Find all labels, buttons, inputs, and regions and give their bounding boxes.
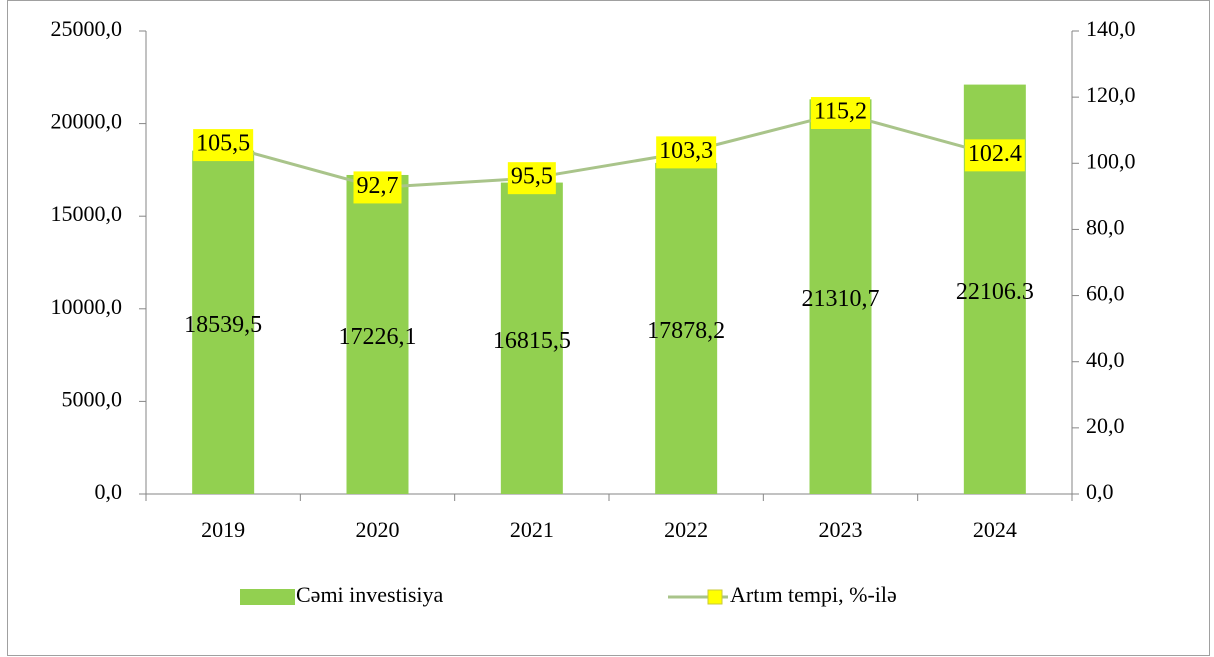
line-value-label: 95,5	[511, 164, 553, 190]
line-value-label: 115,2	[814, 99, 867, 125]
data-label-background	[507, 162, 556, 195]
legend-label: Artım tempi, %-ilə	[730, 582, 897, 607]
bar	[192, 150, 255, 495]
y-tick-label: 10000,0	[51, 294, 123, 319]
y2-tick-label: 140,0	[1086, 16, 1136, 41]
legend-label: Cəmi investisiya	[296, 582, 444, 607]
data-label-background	[656, 136, 717, 169]
bar-value-label: 22106.3	[956, 279, 1034, 305]
data-label-background	[810, 97, 871, 130]
line-value-label: 92,7	[357, 173, 399, 199]
bar-value-label: 16815,5	[493, 328, 571, 354]
x-tick-label: 2019	[201, 517, 245, 542]
bar-value-label: 18539,5	[184, 312, 262, 338]
y2-tick-label: 100,0	[1086, 148, 1136, 173]
y-tick-label: 15000,0	[51, 201, 123, 226]
y2-tick-label: 0,0	[1086, 479, 1114, 504]
bar	[655, 162, 718, 494]
bar-value-label: 17226,1	[339, 324, 417, 350]
bar	[500, 182, 563, 494]
data-label-background	[964, 139, 1025, 172]
line-value-label: 102.4	[968, 141, 1022, 167]
line-value-label: 103,3	[659, 138, 713, 164]
x-tick-label: 2023	[819, 517, 863, 542]
y-tick-label: 25000,0	[51, 16, 123, 41]
x-tick-label: 2024	[973, 517, 1017, 542]
line-value-label: 105,5	[196, 131, 250, 157]
legend-marker	[707, 589, 723, 605]
bar	[346, 174, 409, 494]
x-tick-label: 2020	[356, 517, 400, 542]
bar-value-label: 21310,7	[802, 286, 880, 312]
y2-tick-label: 120,0	[1086, 82, 1136, 107]
x-tick-label: 2021	[510, 517, 554, 542]
y2-tick-label: 20,0	[1086, 413, 1125, 438]
x-tick-label: 2022	[664, 517, 708, 542]
y2-tick-label: 60,0	[1086, 281, 1125, 306]
y-tick-label: 5000,0	[62, 386, 123, 411]
y2-tick-label: 80,0	[1086, 214, 1125, 239]
bar	[809, 99, 872, 494]
bar-value-label: 17878,2	[647, 318, 725, 344]
legend-swatch	[240, 589, 295, 605]
y-tick-label: 0,0	[95, 479, 123, 504]
y-tick-label: 20000,0	[51, 109, 123, 134]
y2-tick-label: 40,0	[1086, 347, 1125, 372]
data-label-background	[353, 171, 402, 204]
data-label-background	[193, 129, 254, 162]
